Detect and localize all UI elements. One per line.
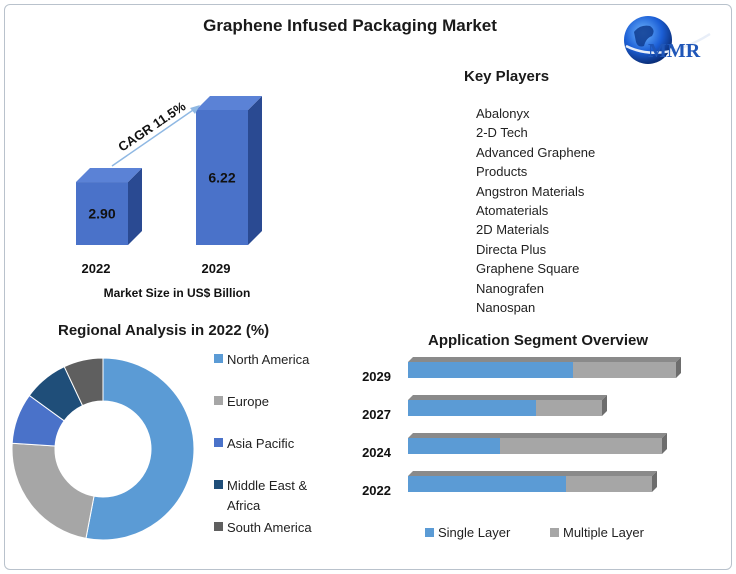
bar-value-label: 2.90	[88, 206, 115, 222]
legend-label: Europe	[227, 394, 269, 409]
key-player-item: Graphene Square	[476, 261, 580, 277]
y-tick-label: 2027	[362, 407, 391, 422]
legend-swatch	[214, 438, 223, 447]
key-player-item: Advanced Graphene	[476, 144, 596, 160]
market-bar	[76, 182, 128, 245]
legend-swatch	[550, 528, 559, 537]
bar-top	[196, 96, 262, 110]
single-layer-bar	[408, 362, 573, 378]
segment-bar-side	[676, 357, 681, 378]
logo-text: MMR	[648, 40, 701, 62]
donut-slice	[85, 357, 195, 541]
key-player-item: Abalonyx	[476, 106, 530, 121]
legend-swatch	[214, 522, 223, 531]
legend-swatch	[214, 354, 223, 363]
y-tick-label: 2029	[362, 369, 391, 384]
globe-land-icon	[634, 25, 654, 47]
donut-slice	[63, 357, 104, 407]
single-layer-bar	[408, 476, 566, 492]
segment-bar-top	[408, 471, 657, 476]
cagr-annotation: CAGR 11.5%	[115, 98, 188, 154]
legend-single-layer: Single Layer	[425, 525, 510, 540]
segment-bar-side	[652, 471, 657, 492]
legend-label: Middle East & Africa	[227, 478, 308, 513]
page-title: Graphene Infused Packaging Market	[203, 16, 497, 35]
x-tick-label: 2029	[202, 261, 231, 276]
legend-label: South America	[227, 520, 312, 535]
segment-bar-side	[662, 433, 667, 454]
segment-bar-top	[408, 395, 607, 400]
segment-bar-top	[408, 357, 681, 362]
legend-swatch	[425, 528, 434, 537]
regional-title: Regional Analysis in 2022 (%)	[58, 322, 270, 339]
multiple-layer-bar	[500, 438, 662, 454]
application-title: Application Segment Overview	[428, 332, 649, 349]
bar-top	[76, 168, 142, 183]
bar-side	[248, 96, 262, 245]
bar-value-label: 6.22	[208, 170, 235, 186]
segment-bar-side	[602, 395, 607, 416]
key-player-item: 2-D Tech	[476, 125, 528, 141]
y-tick-label: 2024	[362, 445, 392, 460]
cagr-arrow	[111, 107, 197, 167]
bar-side	[128, 168, 142, 245]
multiple-layer-bar	[566, 476, 652, 492]
key-player-item: Angstron Materials	[476, 183, 585, 199]
key-players-list: Abalonyx 2-D Tech Advanced Graphene Product…	[476, 104, 595, 317]
key-player-item: Directa Plus	[476, 241, 547, 257]
key-player-item: Nanografen	[476, 280, 544, 296]
legend-label: Asia Pacific	[227, 436, 295, 451]
x-axis-label: Market Size in US$ Billion	[104, 286, 251, 300]
single-layer-bar	[408, 400, 536, 416]
x-tick-label: 2022	[82, 261, 111, 276]
key-player-item: Atomaterials	[476, 203, 549, 219]
single-layer-bar	[408, 438, 500, 454]
legend-label: North America	[227, 352, 310, 367]
legend-swatch	[214, 396, 223, 405]
key-players-title: Key Players	[464, 68, 550, 85]
multiple-layer-bar	[536, 400, 602, 416]
multiple-layer-bar	[573, 362, 676, 378]
cagr-arrowhead	[190, 105, 200, 114]
legend-swatch	[214, 480, 223, 489]
donut-slice	[11, 442, 95, 539]
key-player-item: 2D Materials	[476, 222, 549, 238]
legend-label: Multiple Layer	[563, 525, 644, 540]
market-bar	[196, 110, 248, 245]
mmr-logo	[624, 16, 711, 64]
legend-label: Single Layer	[438, 525, 511, 540]
legend-multiple-layer: Multiple Layer	[550, 525, 644, 540]
segment-bar-top	[408, 433, 667, 438]
key-player-item: Products	[476, 164, 528, 180]
key-player-item: Nanospan	[476, 300, 536, 316]
y-tick-label: 2022	[362, 483, 391, 498]
